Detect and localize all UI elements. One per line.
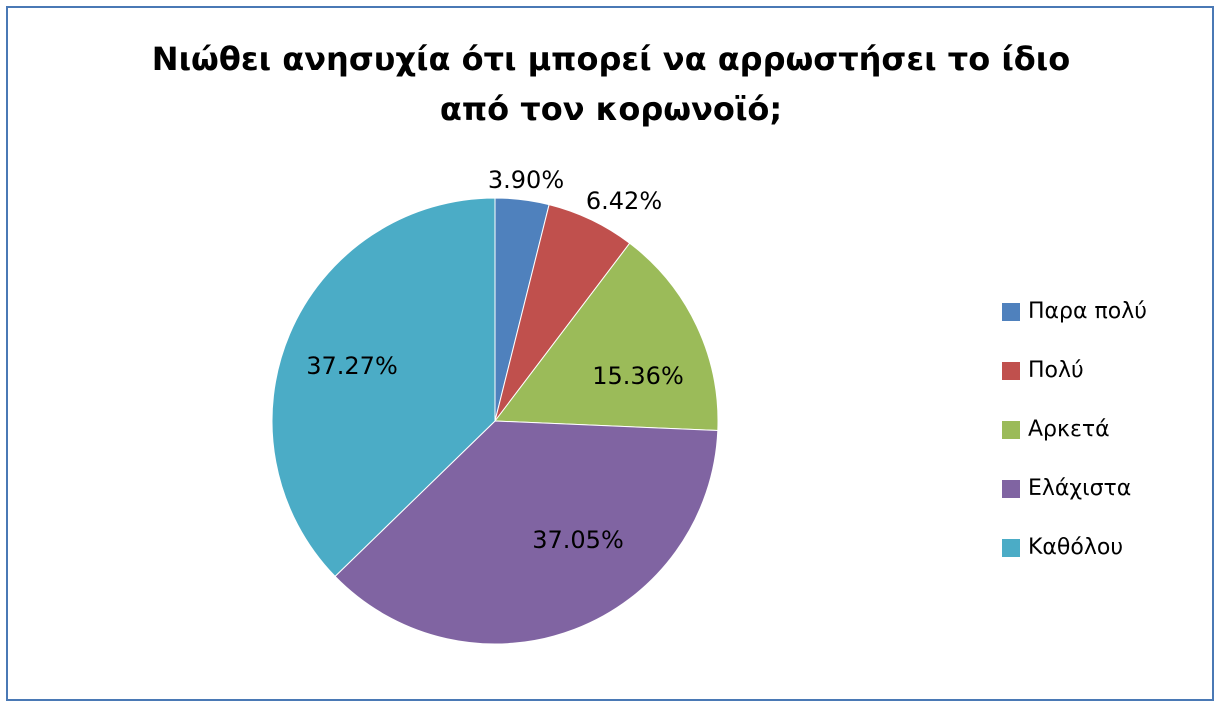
legend-label: Παρα πολύ xyxy=(1028,299,1147,324)
legend-swatch xyxy=(1002,302,1020,321)
legend-swatch xyxy=(1002,479,1020,498)
legend-item: Ελάχιστα xyxy=(1002,459,1202,518)
data-label: 3.90% xyxy=(488,166,564,194)
chart-title: Νιώθει ανησυχία ότι μπορεί να αρρωστήσει… xyxy=(0,34,1222,134)
legend-swatch xyxy=(1002,538,1020,557)
chart-title-line-1: Νιώθει ανησυχία ότι μπορεί να αρρωστήσει… xyxy=(151,40,1071,78)
legend-label: Ελάχιστα xyxy=(1028,476,1132,501)
pie-slice xyxy=(334,420,719,645)
legend-label: Αρκετά xyxy=(1028,417,1110,442)
pie-slice xyxy=(271,197,496,578)
legend: Παρα πολύ Πολύ Αρκετά Ελάχιστα Καθόλου xyxy=(1002,282,1202,577)
legend-item: Παρα πολύ xyxy=(1002,282,1202,341)
data-label: 37.05% xyxy=(532,526,624,554)
pie-slice xyxy=(494,242,719,432)
legend-swatch xyxy=(1002,420,1020,439)
legend-label: Καθόλου xyxy=(1028,535,1124,560)
data-label: 37.27% xyxy=(306,352,398,380)
legend-item: Καθόλου xyxy=(1002,518,1202,577)
data-label: 15.36% xyxy=(592,362,684,390)
legend-label: Πολύ xyxy=(1028,358,1084,383)
data-label: 6.42% xyxy=(586,187,662,215)
legend-item: Πολύ xyxy=(1002,341,1202,400)
legend-swatch xyxy=(1002,361,1020,380)
legend-item: Αρκετά xyxy=(1002,400,1202,459)
chart-title-line-2: από τον κορωνοϊό; xyxy=(439,90,783,128)
